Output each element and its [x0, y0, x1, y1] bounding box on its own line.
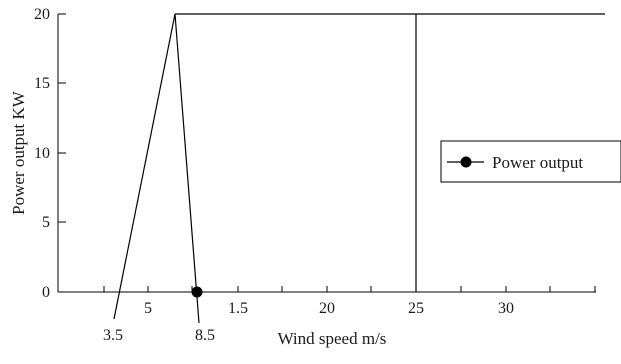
y-ticks	[58, 13, 66, 293]
legend: Power output	[440, 140, 621, 183]
y-tick-labels: 0 5 10 15 20	[34, 6, 50, 301]
x-tick-labels: 5 1.5 20 25 30	[144, 300, 514, 317]
x-annotations: 3.5 8.5	[103, 327, 215, 344]
legend-label: Power output	[492, 153, 583, 172]
x-tick-label: 5	[144, 300, 152, 317]
x-tick-label: 25	[408, 300, 424, 317]
y-tick-label: 5	[42, 214, 50, 231]
y-tick-label: 10	[34, 145, 50, 162]
data-point-marker	[191, 286, 203, 298]
x-tick-label: 1.5	[228, 300, 248, 317]
x-tick-label: 30	[498, 300, 514, 317]
y-tick-label: 15	[34, 75, 50, 92]
series-power-output	[113, 13, 605, 324]
annotation-label: 8.5	[195, 327, 215, 344]
y-tick-label: 0	[42, 284, 50, 301]
annotation-label: 3.5	[103, 327, 123, 344]
legend-swatch-marker	[460, 156, 472, 168]
x-tick-label: 20	[319, 300, 335, 317]
y-axis-label: Power output KW	[9, 90, 28, 215]
curve-drop-line	[174, 13, 200, 324]
x-axis-label: Wind speed m/s	[278, 329, 387, 348]
curve-rise-line	[113, 13, 176, 320]
y-tick-label: 20	[34, 6, 50, 23]
x-ticks	[103, 286, 596, 292]
